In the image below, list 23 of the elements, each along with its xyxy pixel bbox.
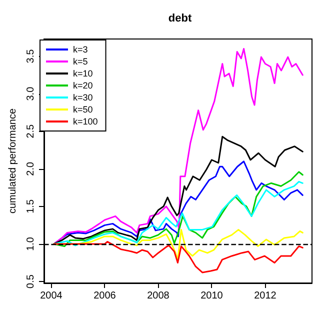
- y-tick-label: 0.5: [26, 274, 36, 288]
- y-tick-label: 3.5: [26, 48, 36, 64]
- x-tick-label: 2010: [200, 290, 224, 302]
- line-series: [53, 240, 304, 274]
- legend-label: k=100: [73, 116, 98, 126]
- legend-label: k=30: [73, 92, 93, 102]
- y-tick-label: 2.5: [26, 124, 36, 138]
- x-tick-label: 2012: [254, 290, 277, 302]
- y-tick-label: 1.0: [26, 236, 36, 251]
- y-tick-label: 1.5: [26, 199, 36, 214]
- line-series: [53, 48, 304, 245]
- x-tick-label: 2004: [40, 290, 63, 302]
- y-tick-label: 2.0: [26, 161, 36, 176]
- legend-label: k=5: [73, 56, 88, 66]
- legend-label: k=10: [73, 68, 93, 78]
- chart-title: debt: [168, 12, 192, 24]
- y-axis-title: cumulated performance: [8, 108, 18, 214]
- x-tick-label: 2008: [147, 290, 170, 302]
- x-tick-label: 2006: [94, 290, 116, 302]
- legend-label: k=20: [73, 80, 93, 90]
- legend-label: k=3: [73, 44, 88, 54]
- y-tick-label: 3.0: [26, 86, 36, 101]
- legend-label: k=50: [73, 104, 93, 114]
